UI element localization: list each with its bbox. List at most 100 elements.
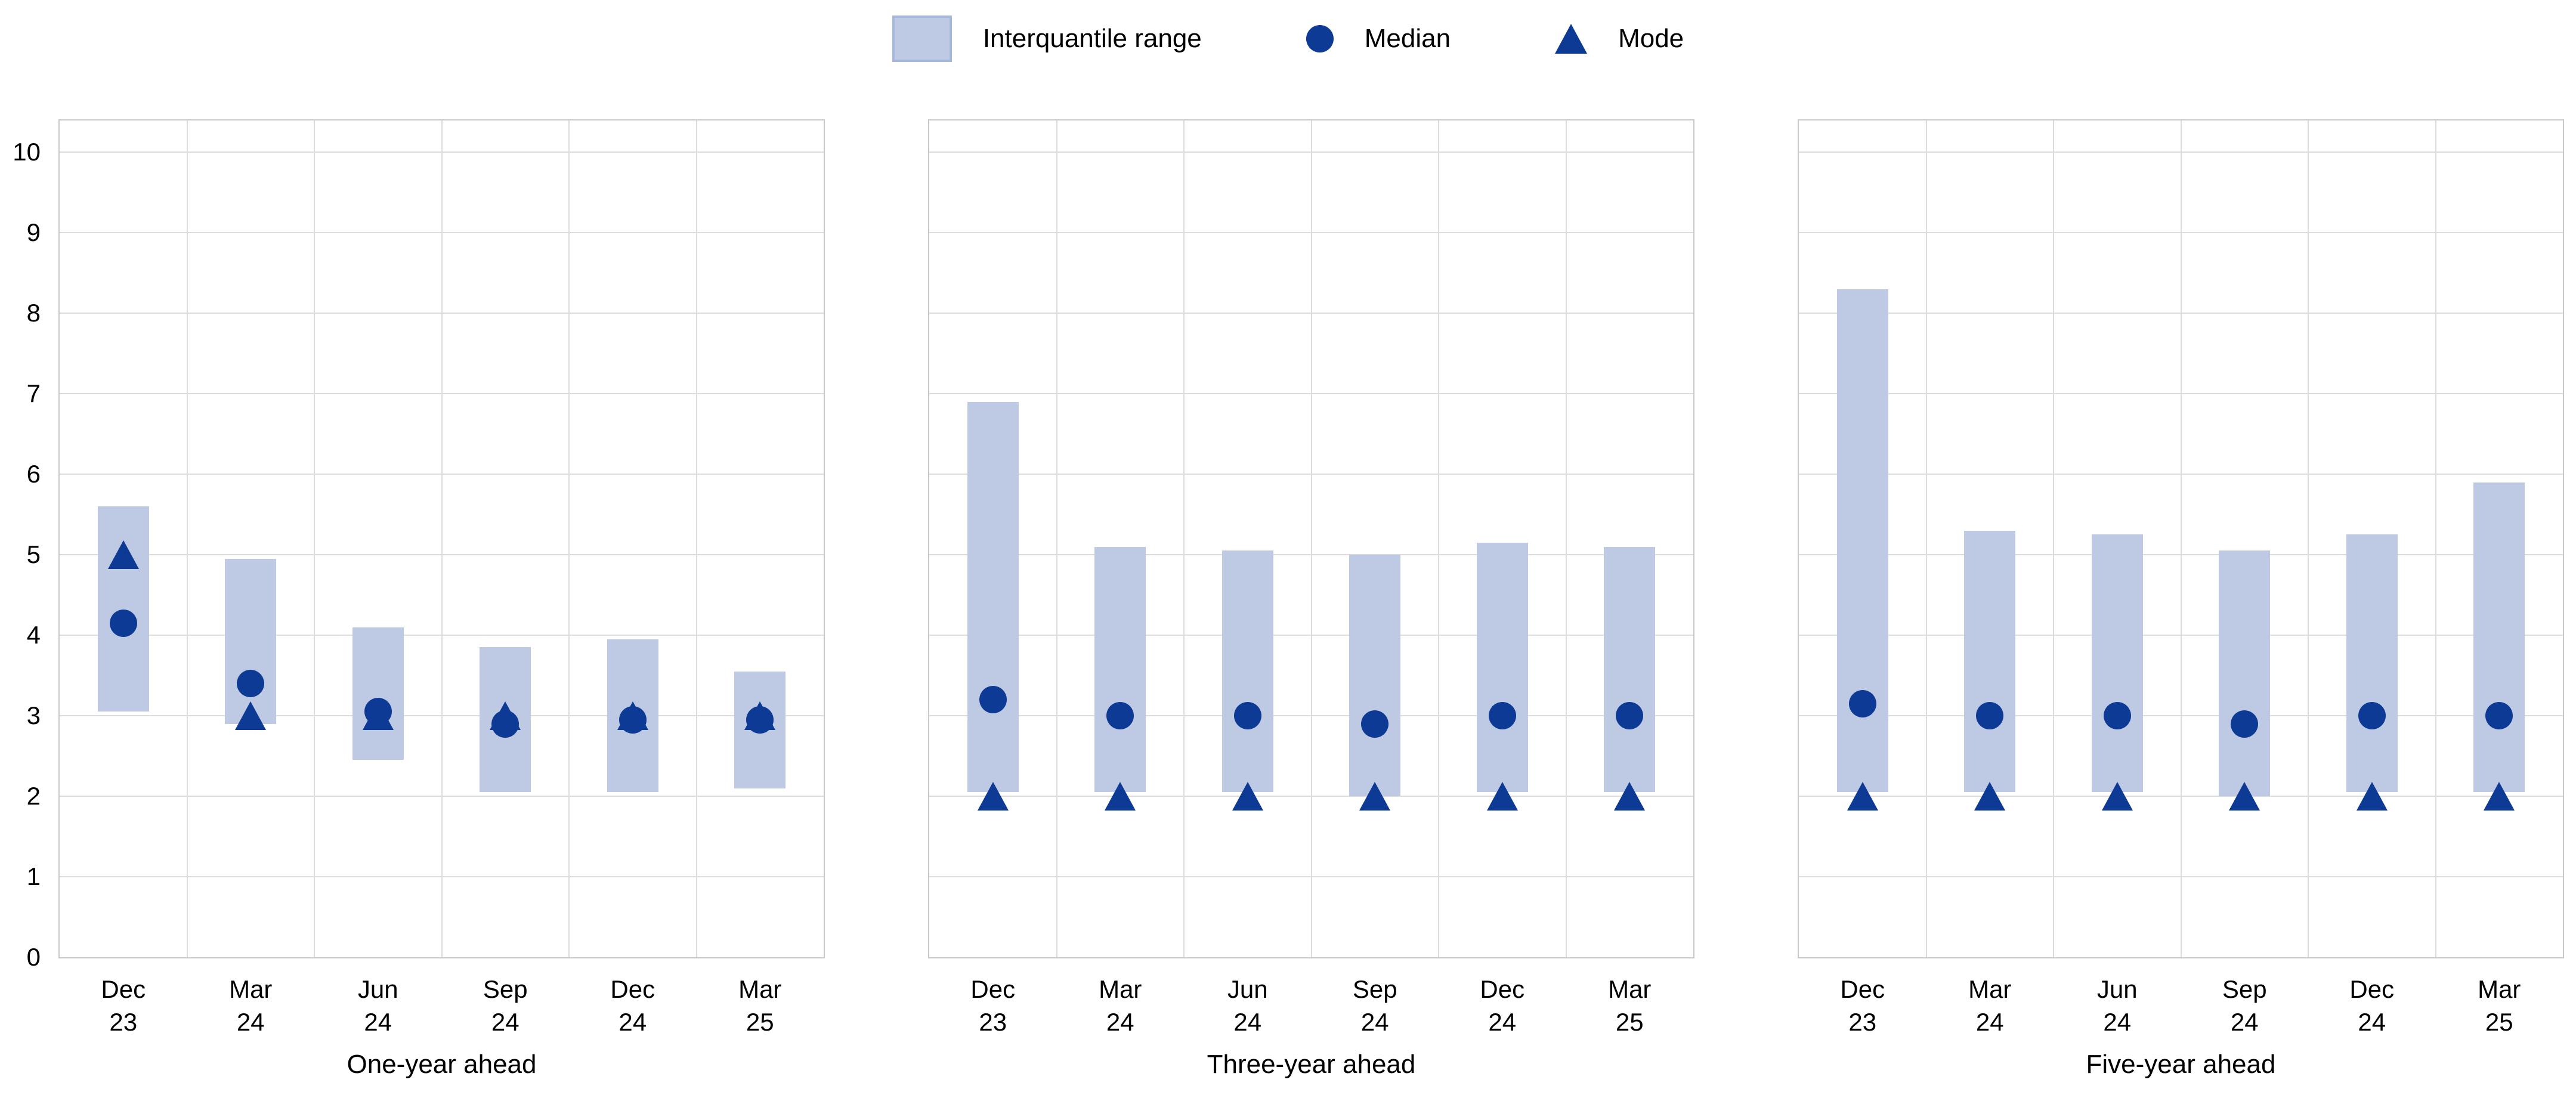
x-tick-month: Dec (970, 975, 1016, 1003)
median-marker (2485, 702, 2513, 729)
iqr-bar (1964, 530, 2016, 793)
legend-label-interquantile-range: Interquantile range (982, 24, 1202, 53)
gridline-vertical (1056, 120, 1057, 957)
axis-title-three-year: Three-year ahead (1207, 1050, 1416, 1079)
x-tick-month: Jun (1227, 975, 1268, 1003)
median-marker (1976, 702, 2004, 729)
y-tick-label: 3 (26, 701, 41, 729)
plot-area-one-year: 0 1 2 3 4 5 6 7 8 9 10 Dec 23 Mar 24 Jun 24 Sep 24 Dec 24 Mar… (13, 120, 824, 1036)
x-tick-label: Jun 24 (1176, 973, 1319, 1038)
x-tick-year: 23 (109, 1007, 138, 1036)
x-tick-month: Sep (483, 975, 528, 1003)
mode-marker (1486, 782, 1518, 811)
gridline-vertical (568, 120, 570, 957)
mode-triangle-icon (1555, 24, 1588, 54)
y-tick-label: 4 (26, 621, 41, 649)
median-marker (1488, 702, 1516, 729)
x-tick-year: 24 (491, 1007, 519, 1036)
x-tick-label: Dec 24 (2300, 973, 2444, 1038)
legend-label-median: Median (1364, 24, 1451, 53)
x-tick-label: Sep 24 (434, 973, 577, 1038)
mode-marker (977, 782, 1009, 811)
x-tick-year: 24 (1106, 1007, 1134, 1036)
median-marker (1361, 710, 1389, 738)
x-tick-month: Mar (1608, 975, 1652, 1003)
gridline-vertical (1183, 120, 1185, 957)
y-tick-label: 7 (26, 379, 41, 407)
interquantile-range-swatch-icon (892, 16, 952, 62)
x-tick-month: Dec (1840, 975, 1885, 1003)
x-tick-label: Dec 23 (52, 973, 195, 1038)
x-tick-month: Sep (1352, 975, 1397, 1003)
x-tick-month: Jun (2096, 975, 2138, 1003)
iqr-bar (1604, 546, 1656, 793)
x-tick-year: 23 (979, 1007, 1007, 1036)
x-tick-year: 25 (2485, 1007, 2513, 1036)
median-marker (979, 686, 1007, 713)
chart-legend: Interquantile range Median Mode (0, 16, 2576, 62)
x-tick-year: 24 (619, 1007, 647, 1036)
x-tick-month: Mar (1099, 975, 1142, 1003)
gridline-vertical (2180, 120, 2182, 957)
gridline-vertical (2053, 120, 2054, 957)
y-tick-label: 8 (26, 299, 41, 327)
y-tick-label: 6 (26, 460, 41, 488)
iqr-bar (225, 558, 277, 724)
x-tick-year: 25 (1615, 1007, 1644, 1036)
x-tick-month: Mar (1968, 975, 2012, 1003)
iqr-bar (2346, 534, 2398, 793)
legend-item-interquantile-range: Interquantile range (892, 16, 1202, 62)
mode-marker (1359, 782, 1391, 811)
mode-marker (2101, 782, 2133, 811)
x-tick-label: Dec 23 (1791, 973, 1934, 1038)
x-tick-label: Dec 24 (561, 973, 704, 1038)
median-marker (2358, 702, 2386, 729)
panel-one-year-ahead: 0 1 2 3 4 5 6 7 8 9 10 Dec 23 Mar 24 Jun 24 Sep 24 Dec 24 Mar… (13, 119, 825, 1079)
iqr-bar (2219, 550, 2271, 796)
gridline-vertical (441, 120, 443, 957)
mode-marker (2356, 782, 2388, 811)
x-tick-year: 24 (364, 1007, 392, 1036)
mode-marker (2484, 782, 2515, 811)
x-tick-label: Sep 24 (1303, 973, 1446, 1038)
median-marker (1616, 702, 1644, 729)
mode-marker (1974, 782, 2006, 811)
y-tick-label: 9 (26, 218, 41, 246)
x-tick-year: 24 (2103, 1007, 2132, 1036)
panel-five-year-ahead: Dec 23 Mar 24 Jun 24 Sep 24 Dec 24 Mar 25 Five-year… (1798, 119, 2564, 1079)
gridline-vertical (1438, 120, 1439, 957)
median-marker (1106, 702, 1134, 729)
x-tick-month: Jun (357, 975, 398, 1003)
x-tick-year: 24 (2230, 1007, 2259, 1036)
x-tick-label: Jun 24 (2046, 973, 2189, 1038)
x-tick-month: Mar (2478, 975, 2521, 1003)
iqr-bar (352, 627, 404, 760)
y-tick-label: 0 (26, 943, 41, 971)
x-tick-month: Dec (610, 975, 655, 1003)
x-tick-month: Mar (738, 975, 782, 1003)
x-tick-label: Sep 24 (2173, 973, 2316, 1038)
y-tick-label: 2 (26, 782, 41, 810)
gridline-vertical (695, 120, 697, 957)
plot-area-five-year: Dec 23 Mar 24 Jun 24 Sep 24 Dec 24 Mar 25 (1799, 120, 2563, 1036)
gridline-vertical (1565, 120, 1567, 957)
median-marker (2103, 702, 2131, 729)
x-tick-label: Mar 24 (179, 973, 322, 1038)
x-tick-label: Mar 24 (1918, 973, 2061, 1038)
iqr-bar (2091, 534, 2143, 793)
gridline-vertical (2308, 120, 2309, 957)
x-tick-label: Dec 24 (1431, 973, 1574, 1038)
x-tick-year: 24 (236, 1007, 265, 1036)
y-tick-label: 10 (13, 138, 41, 166)
x-tick-label: Mar 25 (1558, 973, 1701, 1038)
x-tick-month: Mar (229, 975, 273, 1003)
iqr-bar (1349, 555, 1401, 796)
x-tick-month: Dec (1480, 975, 1525, 1003)
mode-marker (1105, 782, 1136, 811)
median-marker (1848, 689, 1876, 717)
median-circle-icon (1306, 25, 1334, 52)
iqr-bar (2473, 482, 2525, 793)
x-tick-label: Mar 25 (688, 973, 831, 1038)
iqr-bar (1476, 542, 1528, 793)
x-tick-year: 23 (1848, 1007, 1877, 1036)
